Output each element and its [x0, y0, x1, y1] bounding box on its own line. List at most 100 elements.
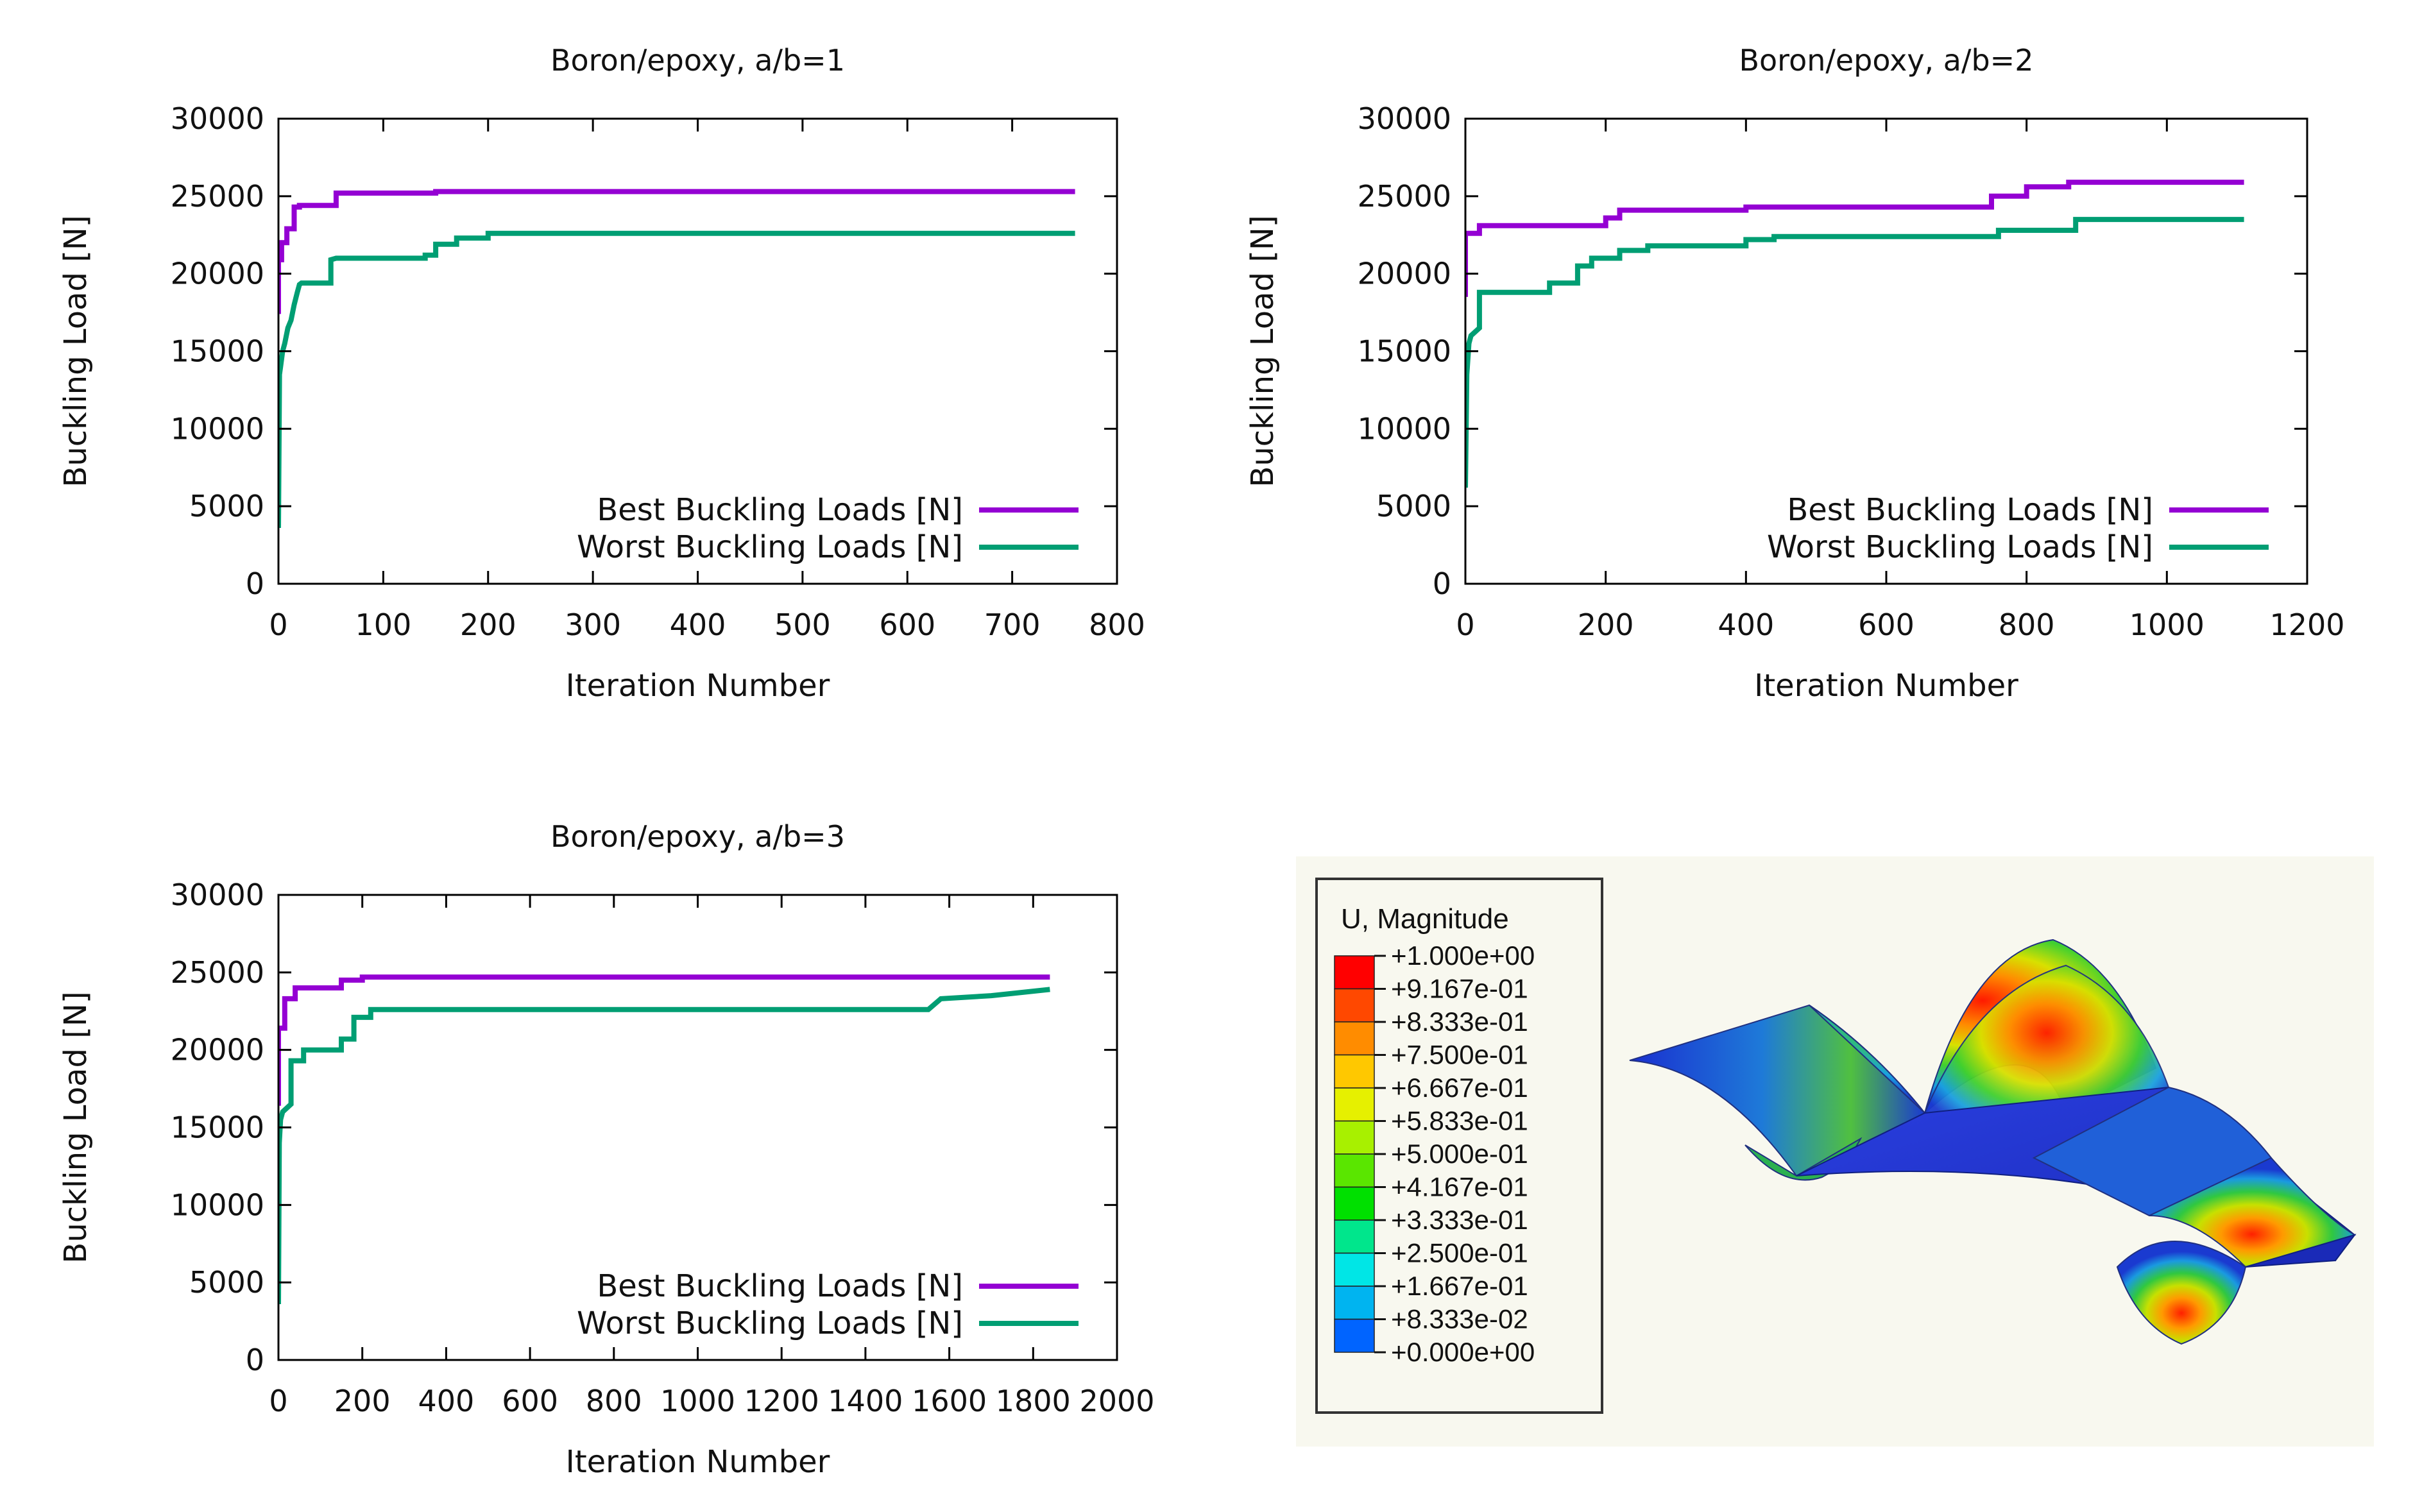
chart-title: Boron/epoxy, a/b=3: [550, 819, 845, 854]
chart-ab3: Boron/epoxy, a/b=3 Buckling Load [N] Itera…: [58, 819, 1155, 1480]
legend-value-label: +9.167e-01: [1391, 974, 1528, 1004]
x-tick-label: 500: [774, 607, 831, 642]
legend-color-band: [1334, 1021, 1375, 1056]
legend-label: Worst Buckling Loads [N]: [577, 529, 963, 565]
x-tick-label: 1800: [996, 1384, 1071, 1418]
y-axis-label: Buckling Load [N]: [58, 991, 94, 1263]
x-tick-label: 1000: [2129, 607, 2205, 642]
chart-title: Boron/epoxy, a/b=2: [1739, 43, 2033, 78]
x-tick-label: 700: [984, 607, 1041, 642]
x-tick-label: 600: [502, 1384, 558, 1418]
legend-color-band: [1334, 1219, 1375, 1254]
chart-ab1: Boron/epoxy, a/b=1 Buckling Load [N] Itera…: [58, 43, 1145, 704]
x-tick-label: 400: [670, 607, 726, 642]
x-tick-label: 600: [879, 607, 935, 642]
y-tick-label: 5000: [189, 489, 264, 523]
legend-value-label: +1.667e-01: [1391, 1271, 1528, 1301]
legend-label: Worst Buckling Loads [N]: [577, 1305, 963, 1341]
x-axis-label: Iteration Number: [566, 668, 830, 704]
legend-color-band: [1334, 955, 1375, 990]
x-axis-label: Iteration Number: [566, 1444, 830, 1480]
series-line-worst: [278, 230, 1075, 529]
x-tick-label: 600: [1858, 607, 1915, 642]
legend-color-band: [1334, 1153, 1375, 1188]
legend-color-band: [1334, 1120, 1375, 1155]
x-tick-label: 800: [1999, 607, 2055, 642]
legend-color-band: [1334, 1286, 1375, 1320]
series-line-worst: [1465, 217, 2244, 488]
x-tick-label: 0: [269, 1384, 287, 1418]
x-tick-label: 200: [460, 607, 516, 642]
legend-color-band: [1334, 1054, 1375, 1089]
legend-value-label: +6.667e-01: [1391, 1073, 1528, 1103]
y-tick-label: 15000: [1358, 334, 1451, 369]
y-tick-label: 25000: [171, 179, 264, 214]
y-tick-label: 20000: [1358, 257, 1451, 291]
fea-color-legend: +1.000e+00+9.167e-01+8.333e-01+7.500e-01…: [1334, 940, 1535, 1367]
legend-value-label: +3.333e-01: [1391, 1205, 1528, 1235]
series-line-worst: [278, 987, 1050, 1305]
legend-value-label: +2.500e-01: [1391, 1238, 1528, 1268]
legend-value-label: +5.833e-01: [1391, 1106, 1528, 1136]
x-tick-label: 1400: [828, 1384, 903, 1418]
y-tick-label: 30000: [171, 878, 264, 912]
y-tick-label: 5000: [1376, 489, 1451, 523]
y-tick-label: 30000: [171, 101, 264, 136]
x-tick-label: 800: [586, 1384, 642, 1418]
x-tick-label: 1200: [744, 1384, 819, 1418]
deformed-plate-picture: [1629, 939, 2357, 1345]
y-tick-label: 0: [1433, 566, 1451, 601]
y-tick-label: 0: [246, 566, 264, 601]
y-tick-label: 5000: [189, 1265, 264, 1300]
fea-contour-panel: U, Magnitude +1.000e+00 +9.167e-01 +8.333e…: [1296, 856, 2374, 1447]
chart-panel-ab3: Boron/epoxy, a/b=3 Buckling Load [N] Itera…: [0, 783, 1211, 1512]
legend-color-band: [1334, 1087, 1375, 1122]
y-tick-label: 20000: [171, 1033, 264, 1067]
x-axis-label: Iteration Number: [1754, 668, 2018, 704]
series-line-best: [278, 974, 1050, 1106]
y-tick-label: 25000: [171, 955, 264, 990]
legend-color-band: [1334, 1318, 1375, 1353]
legend-value-label: +8.333e-01: [1391, 1007, 1528, 1037]
legend-value-label: +5.000e-01: [1391, 1139, 1528, 1169]
y-axis-label: Buckling Load [N]: [1245, 215, 1281, 487]
legend-value-label: +8.333e-02: [1391, 1304, 1528, 1334]
x-tick-label: 400: [1718, 607, 1774, 642]
legend-color-band: [1334, 1252, 1375, 1287]
fea-contour-plot: U, Magnitude +1.000e+00+9.167e-01+8.333e…: [1315, 878, 2357, 1414]
x-tick-label: 0: [269, 607, 287, 642]
y-tick-label: 10000: [1358, 411, 1451, 446]
legend-label: Worst Buckling Loads [N]: [1767, 529, 2153, 565]
x-tick-label: 1000: [660, 1384, 735, 1418]
y-tick-label: 30000: [1358, 101, 1451, 136]
x-tick-label: 1600: [912, 1384, 987, 1418]
chart-title: Boron/epoxy, a/b=1: [550, 43, 845, 78]
chart-panel-ab2: Boron/epoxy, a/b=2 Buckling Load [N] Itera…: [1211, 0, 2422, 751]
legend-label: Best Buckling Loads [N]: [1787, 492, 2153, 528]
x-tick-label: 100: [355, 607, 411, 642]
legend-label: Best Buckling Loads [N]: [597, 1268, 963, 1304]
y-tick-label: 25000: [1358, 179, 1451, 214]
x-tick-label: 200: [334, 1384, 391, 1418]
y-tick-label: 15000: [171, 334, 264, 369]
legend-value-label: +7.500e-01: [1391, 1040, 1528, 1070]
x-tick-label: 300: [565, 607, 621, 642]
series-line-best: [278, 189, 1075, 314]
fea-legend-title: U, Magnitude: [1341, 903, 1509, 935]
x-tick-label: 800: [1089, 607, 1145, 642]
legend-value-label: +1.000e+00: [1391, 940, 1535, 971]
legend-value-label: +4.167e-01: [1391, 1172, 1528, 1202]
x-tick-label: 400: [418, 1384, 474, 1418]
y-tick-label: 20000: [171, 257, 264, 291]
x-tick-label: 200: [1578, 607, 1634, 642]
series-line-best: [1465, 180, 2244, 297]
legend-value-label: +0.000e+00: [1391, 1337, 1535, 1367]
y-tick-label: 15000: [171, 1110, 264, 1145]
chart-panel-ab1: Boron/epoxy, a/b=1 Buckling Load [N] Itera…: [0, 0, 1211, 751]
legend-color-band: [1334, 988, 1375, 1023]
y-tick-label: 10000: [171, 1187, 264, 1222]
y-axis-label: Buckling Load [N]: [58, 215, 94, 487]
legend-label: Best Buckling Loads [N]: [597, 492, 963, 528]
x-tick-label: 2000: [1079, 1384, 1154, 1418]
chart-ab2: Boron/epoxy, a/b=2 Buckling Load [N] Itera…: [1245, 43, 2345, 704]
